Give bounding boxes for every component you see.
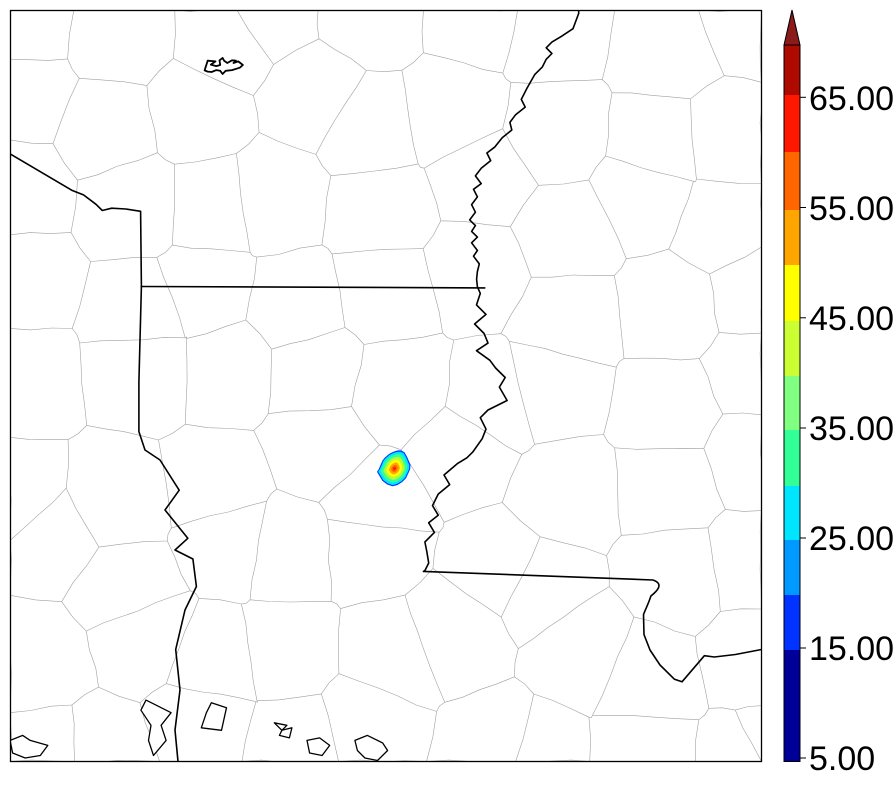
svg-text:45.00: 45.00 [809,300,894,338]
svg-text:5.00: 5.00 [809,740,875,778]
svg-text:65.00: 65.00 [809,80,894,118]
svg-text:55.00: 55.00 [809,190,894,228]
svg-text:15.00: 15.00 [809,630,894,668]
svg-text:25.00: 25.00 [809,520,894,558]
svg-text:35.00: 35.00 [809,410,894,448]
